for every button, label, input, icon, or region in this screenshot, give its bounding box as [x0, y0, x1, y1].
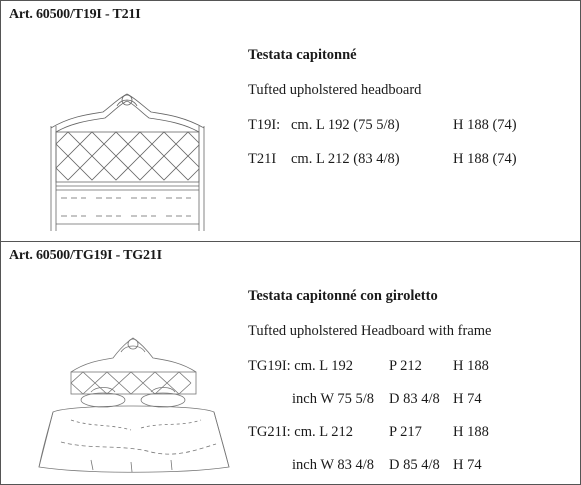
spec-height: H 188 (74)	[453, 117, 517, 133]
product-name-it: Testata capitonné	[248, 47, 357, 63]
spec-height: H 188	[453, 358, 489, 374]
spec-height: H 188 (74)	[453, 151, 517, 167]
spec-height: H 188	[453, 424, 489, 440]
spec-dims: cm. L 192 (75 5/8)	[291, 117, 400, 133]
spec-height: H 74	[453, 391, 482, 407]
spec-dims: inch W 83 4/8	[292, 457, 375, 473]
spec-code: T19I:	[248, 117, 281, 133]
spec-height: H 74	[453, 457, 482, 473]
spec-depth: P 212	[389, 358, 422, 374]
spec-depth: D 85 4/8	[389, 457, 440, 473]
product-name-it: Testata capitonné con giroletto	[248, 288, 438, 304]
product-name-en: Tufted upholstered headboard	[248, 82, 422, 98]
article-code: Art. 60500/T19I - T21I	[9, 7, 141, 22]
headboard-section: Art. 60500/T19I - T21I	[1, 1, 580, 241]
headboard-drawing	[50, 93, 205, 231]
bed-with-frame-drawing	[38, 337, 230, 473]
spec-code: T21I	[248, 151, 277, 167]
spec-dims: TG21I: cm. L 212	[248, 424, 353, 440]
spec-dims: TG19I: cm. L 192	[248, 358, 353, 374]
spec-depth: P 217	[389, 424, 422, 440]
product-name-en: Tufted upholstered Headboard with frame	[248, 323, 492, 339]
spec-dims: cm. L 212 (83 4/8)	[291, 151, 400, 167]
article-code: Art. 60500/TG19I - TG21I	[9, 248, 162, 263]
spec-depth: D 83 4/8	[389, 391, 440, 407]
spec-dims: inch W 75 5/8	[292, 391, 375, 407]
headboard-frame-section: Art. 60500/TG19I - TG21I	[1, 241, 580, 485]
